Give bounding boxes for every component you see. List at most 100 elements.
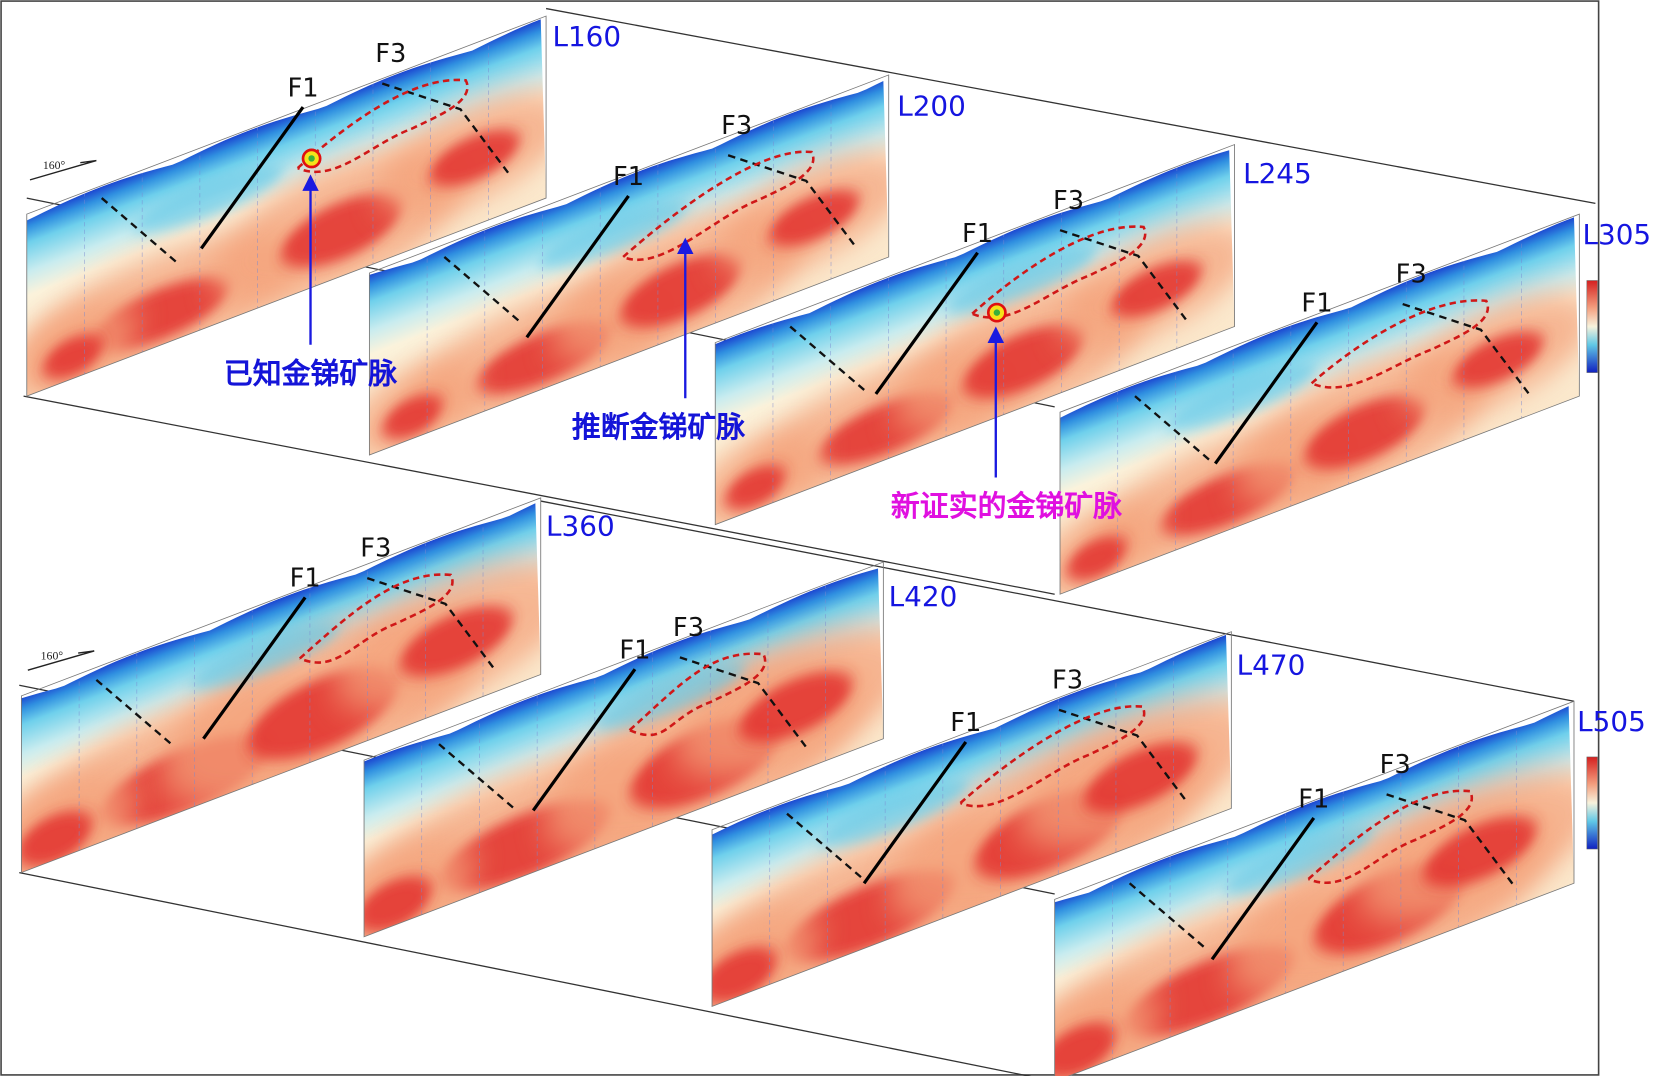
- low-zone: [1223, 827, 1374, 895]
- section: [20, 497, 542, 874]
- section-border: [20, 497, 542, 874]
- fault-label: F1: [1301, 289, 1332, 319]
- ore-body: [971, 225, 1147, 319]
- section-body: [1060, 215, 1580, 595]
- section-body: [369, 76, 889, 456]
- section-body: [712, 632, 1232, 1007]
- line-label: L360: [546, 509, 615, 542]
- fault-dashed: [786, 812, 863, 879]
- low-zone: [818, 780, 969, 847]
- section-border: [1054, 700, 1575, 1076]
- fault-f1: [862, 741, 968, 885]
- fault-label: F1: [613, 162, 644, 192]
- anomaly-core: [1066, 535, 1127, 581]
- fault-f1: [1213, 321, 1319, 465]
- anomaly-core: [620, 253, 741, 328]
- anomaly-core: [364, 876, 432, 933]
- anomaly-core: [1453, 331, 1544, 388]
- anomaly-core: [769, 189, 860, 247]
- section-border: [714, 143, 1235, 526]
- fault-f1: [874, 251, 979, 395]
- anomaly-core: [712, 946, 777, 1003]
- line-label: L470: [1237, 649, 1306, 682]
- compass-label: 160°: [43, 159, 66, 172]
- section-body: [364, 563, 884, 937]
- low-zone: [133, 166, 284, 233]
- fault-label: F1: [287, 73, 318, 103]
- low-zone: [1166, 364, 1317, 431]
- colorbar: [1586, 756, 1598, 850]
- anomaly-core: [429, 129, 520, 187]
- fault-f3: [727, 154, 856, 246]
- ore-point-core: [308, 155, 315, 162]
- annotation: 推断金锑矿脉: [572, 410, 745, 444]
- section-body: [21, 498, 541, 873]
- fault-f1: [202, 596, 307, 740]
- fault-dashed: [1134, 395, 1211, 462]
- fault-label: F1: [290, 564, 321, 594]
- fault-f1: [531, 668, 637, 812]
- line-label: L305: [1583, 218, 1652, 251]
- fault-f1: [199, 106, 305, 250]
- fault-label: F1: [962, 219, 993, 249]
- section-body: [1054, 702, 1574, 1076]
- anomaly-core: [21, 810, 93, 867]
- line-label: L245: [1243, 157, 1312, 190]
- compass-arrow: [29, 159, 97, 181]
- section: [1059, 213, 1580, 595]
- section-border: [26, 15, 547, 397]
- anomaly-core: [725, 465, 786, 510]
- ore-body: [628, 652, 767, 737]
- anomaly-core: [382, 394, 443, 440]
- section: [714, 143, 1235, 526]
- frame: [0, 0, 1600, 1076]
- low-zone: [595, 662, 746, 730]
- section: [368, 74, 890, 456]
- anomaly-core: [739, 671, 853, 743]
- fault-label: F1: [950, 708, 981, 738]
- section-border: [711, 631, 1232, 1007]
- fault-label: F3: [1053, 186, 1084, 216]
- line-label: L505: [1577, 705, 1646, 738]
- compass-arrow: [27, 650, 95, 671]
- fault-label: F3: [673, 613, 704, 643]
- anomaly-core: [1423, 816, 1537, 888]
- fault-label: F3: [1396, 260, 1427, 290]
- fault-dashed: [95, 678, 173, 745]
- fault-dashed: [100, 197, 178, 264]
- anomaly-core: [400, 606, 513, 677]
- fault-dashed: [789, 325, 866, 392]
- low-zone: [946, 247, 1097, 314]
- fault-f1: [525, 194, 630, 339]
- fault-label: F1: [1298, 784, 1329, 814]
- low-zone: [190, 622, 341, 690]
- section: [1054, 700, 1575, 1076]
- section-border: [1059, 213, 1580, 595]
- fault-f1: [1210, 817, 1316, 961]
- anomaly-core: [1304, 395, 1425, 470]
- fault-dashed: [438, 743, 515, 810]
- compass-label: 160°: [41, 650, 64, 663]
- ore-body: [298, 573, 454, 664]
- fault-f3: [1059, 229, 1188, 321]
- anomaly-core: [1111, 260, 1202, 318]
- section-body: [715, 145, 1235, 525]
- low-zone: [538, 201, 689, 268]
- annotation: 已知金锑矿脉: [224, 356, 397, 390]
- fault-dashed: [443, 256, 521, 323]
- section-border: [368, 74, 890, 456]
- line-label: L420: [889, 580, 958, 613]
- line-label: L200: [897, 90, 966, 123]
- anomaly-core: [963, 324, 1084, 399]
- fault-label: F3: [375, 39, 406, 69]
- fault-dashed: [1128, 882, 1206, 949]
- line-label: L160: [552, 20, 621, 53]
- fault-label: F3: [360, 534, 391, 564]
- anomaly-core: [1054, 1022, 1116, 1076]
- section: [363, 561, 884, 938]
- ore-body: [1310, 299, 1490, 389]
- fault-label: F3: [721, 111, 752, 141]
- ore-body: [959, 705, 1146, 808]
